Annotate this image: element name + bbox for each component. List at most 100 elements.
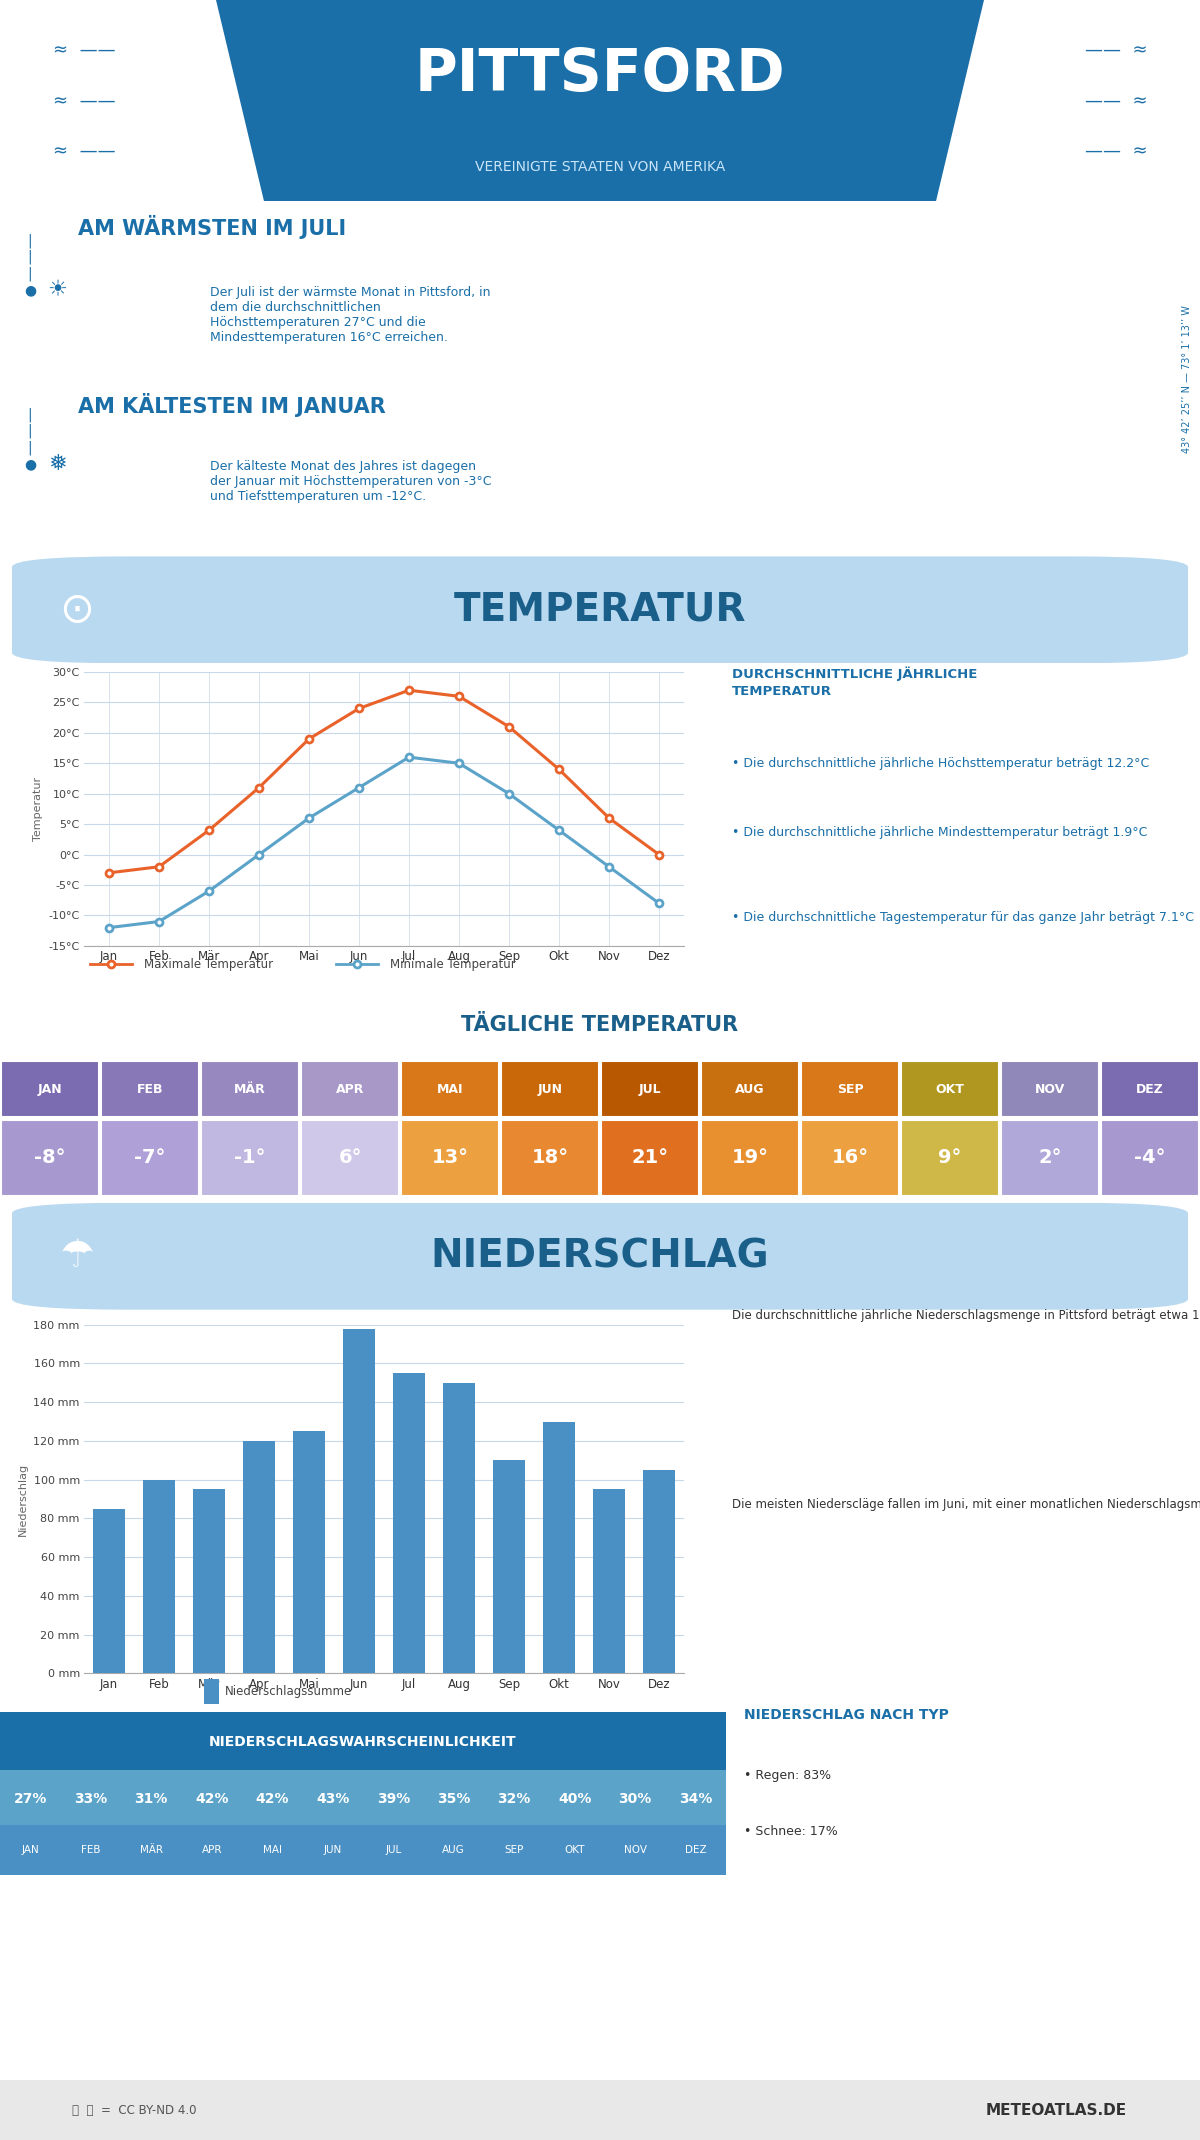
Bar: [1, 1061, 100, 1117]
Bar: [701, 1119, 799, 1196]
Bar: [301, 1061, 400, 1117]
Bar: [500, 1061, 599, 1117]
Text: MAI: MAI: [263, 1845, 282, 1855]
Text: VEREINIGTE STAATEN VON AMERIKA: VEREINIGTE STAATEN VON AMERIKA: [475, 160, 725, 173]
FancyBboxPatch shape: [12, 1203, 1188, 1310]
Text: Der Juli ist der wärmste Monat in Pittsford, in
dem die durchschnittlichen
Höchs: Der Juli ist der wärmste Monat in Pittsf…: [210, 287, 491, 345]
Text: 43%: 43%: [316, 1791, 349, 1806]
Text: 2°: 2°: [1038, 1149, 1062, 1166]
Text: 30%: 30%: [619, 1791, 652, 1806]
Text: APR: APR: [202, 1845, 222, 1855]
Text: -8°: -8°: [35, 1149, 66, 1166]
Text: PITTSFORD: PITTSFORD: [415, 45, 785, 103]
Text: 6°: 6°: [338, 1149, 361, 1166]
Text: DEZ: DEZ: [685, 1845, 707, 1855]
Text: 42%: 42%: [194, 1791, 228, 1806]
Text: DURCHSCHNITTLICHE JÄHRLICHE
TEMPERATUR: DURCHSCHNITTLICHE JÄHRLICHE TEMPERATUR: [732, 666, 977, 698]
Y-axis label: Niederschlag: Niederschlag: [18, 1462, 28, 1537]
Y-axis label: Temperatur: Temperatur: [34, 777, 43, 841]
Bar: [901, 1061, 1000, 1117]
Bar: [800, 1061, 899, 1117]
Text: JUL: JUL: [385, 1845, 401, 1855]
Text: Der kälteste Monat des Jahres ist dagegen
der Januar mit Höchsttemperaturen von : Der kälteste Monat des Jahres ist dagege…: [210, 460, 492, 503]
Text: ——  ≈: —— ≈: [1085, 41, 1147, 60]
Text: ❅: ❅: [48, 454, 67, 475]
Bar: [1001, 1061, 1099, 1117]
Bar: [542, 1421, 575, 1673]
Text: 21°: 21°: [631, 1149, 668, 1166]
Text: AM KÄLTESTEN IM JANUAR: AM KÄLTESTEN IM JANUAR: [78, 394, 385, 417]
Text: -4°: -4°: [1134, 1149, 1165, 1166]
Text: APR: APR: [336, 1083, 364, 1096]
Text: 32%: 32%: [498, 1791, 530, 1806]
Bar: [1100, 1119, 1199, 1196]
Bar: [204, 1680, 220, 1703]
Text: Minimale Temperatur: Minimale Temperatur: [390, 957, 516, 972]
Text: JUN: JUN: [324, 1845, 342, 1855]
Text: AUG: AUG: [443, 1845, 466, 1855]
Bar: [101, 1119, 199, 1196]
Text: FEB: FEB: [137, 1083, 163, 1096]
Text: ≈  ——: ≈ ——: [53, 92, 115, 109]
Text: JUN: JUN: [538, 1083, 563, 1096]
Text: JUL: JUL: [638, 1083, 661, 1096]
Text: NOV: NOV: [624, 1845, 647, 1855]
Text: TEMPERATUR: TEMPERATUR: [454, 591, 746, 629]
Text: • Schnee: 17%: • Schnee: 17%: [744, 1825, 838, 1838]
Text: 33%: 33%: [74, 1791, 107, 1806]
Bar: [401, 1119, 499, 1196]
Text: AUG: AUG: [736, 1083, 764, 1096]
Text: OKT: OKT: [564, 1845, 586, 1855]
Text: -1°: -1°: [234, 1149, 265, 1166]
Text: 34%: 34%: [679, 1791, 713, 1806]
Text: |
|
|
●: | | | ●: [24, 407, 36, 471]
Bar: [601, 1119, 700, 1196]
Text: ☀: ☀: [48, 280, 67, 300]
Text: SEP: SEP: [504, 1845, 524, 1855]
Bar: [200, 1061, 299, 1117]
Bar: [242, 1440, 275, 1673]
FancyBboxPatch shape: [12, 556, 1188, 663]
Text: OKT: OKT: [936, 1083, 965, 1096]
Text: ☂: ☂: [59, 1237, 94, 1275]
Bar: [401, 1061, 499, 1117]
Text: NIEDERSCHLAG: NIEDERSCHLAG: [431, 1237, 769, 1275]
Text: ≈  ——: ≈ ——: [53, 141, 115, 160]
Text: TÄGLICHE TEMPERATUR: TÄGLICHE TEMPERATUR: [462, 1014, 738, 1036]
Text: JAN: JAN: [22, 1845, 40, 1855]
Polygon shape: [216, 0, 984, 201]
Bar: [200, 1119, 299, 1196]
Text: -7°: -7°: [134, 1149, 166, 1166]
Text: NIEDERSCHLAG NACH TYP: NIEDERSCHLAG NACH TYP: [744, 1708, 949, 1723]
Bar: [443, 1382, 475, 1673]
Bar: [1001, 1119, 1099, 1196]
Text: 13°: 13°: [432, 1149, 468, 1166]
Text: 42%: 42%: [256, 1791, 289, 1806]
Text: Die durchschnittliche jährliche Niederschlagsmenge in Pittsford beträgt etwa 147: Die durchschnittliche jährliche Niedersc…: [732, 1310, 1200, 1323]
Bar: [92, 1509, 125, 1673]
Bar: [301, 1119, 400, 1196]
Bar: [493, 1459, 526, 1673]
Text: NIEDERSCHLAGSWAHRSCHEINLICHKEIT: NIEDERSCHLAGSWAHRSCHEINLICHKEIT: [209, 1736, 517, 1748]
Bar: [193, 1489, 226, 1673]
Bar: [343, 1329, 376, 1673]
Text: FEB: FEB: [82, 1845, 101, 1855]
Text: ⊙: ⊙: [59, 588, 94, 631]
Bar: [601, 1061, 700, 1117]
Text: 27%: 27%: [13, 1791, 47, 1806]
Bar: [1, 1119, 100, 1196]
Bar: [293, 1432, 325, 1673]
Text: ——  ≈: —— ≈: [1085, 141, 1147, 160]
Text: MAI: MAI: [437, 1083, 463, 1096]
Bar: [593, 1489, 625, 1673]
Bar: [643, 1470, 676, 1673]
Text: ——  ≈: —— ≈: [1085, 92, 1147, 109]
Text: 40%: 40%: [558, 1791, 592, 1806]
Text: Niederschlagssumme: Niederschlagssumme: [226, 1684, 353, 1699]
Text: • Regen: 83%: • Regen: 83%: [744, 1770, 832, 1783]
Text: |
|
|
●: | | | ●: [24, 233, 36, 297]
Text: Maximale Temperatur: Maximale Temperatur: [144, 957, 274, 972]
Text: MÄR: MÄR: [139, 1845, 163, 1855]
Text: • Die durchschnittliche jährliche Mindesttemperatur beträgt 1.9°C: • Die durchschnittliche jährliche Mindes…: [732, 826, 1147, 839]
Text: SEP: SEP: [836, 1083, 863, 1096]
